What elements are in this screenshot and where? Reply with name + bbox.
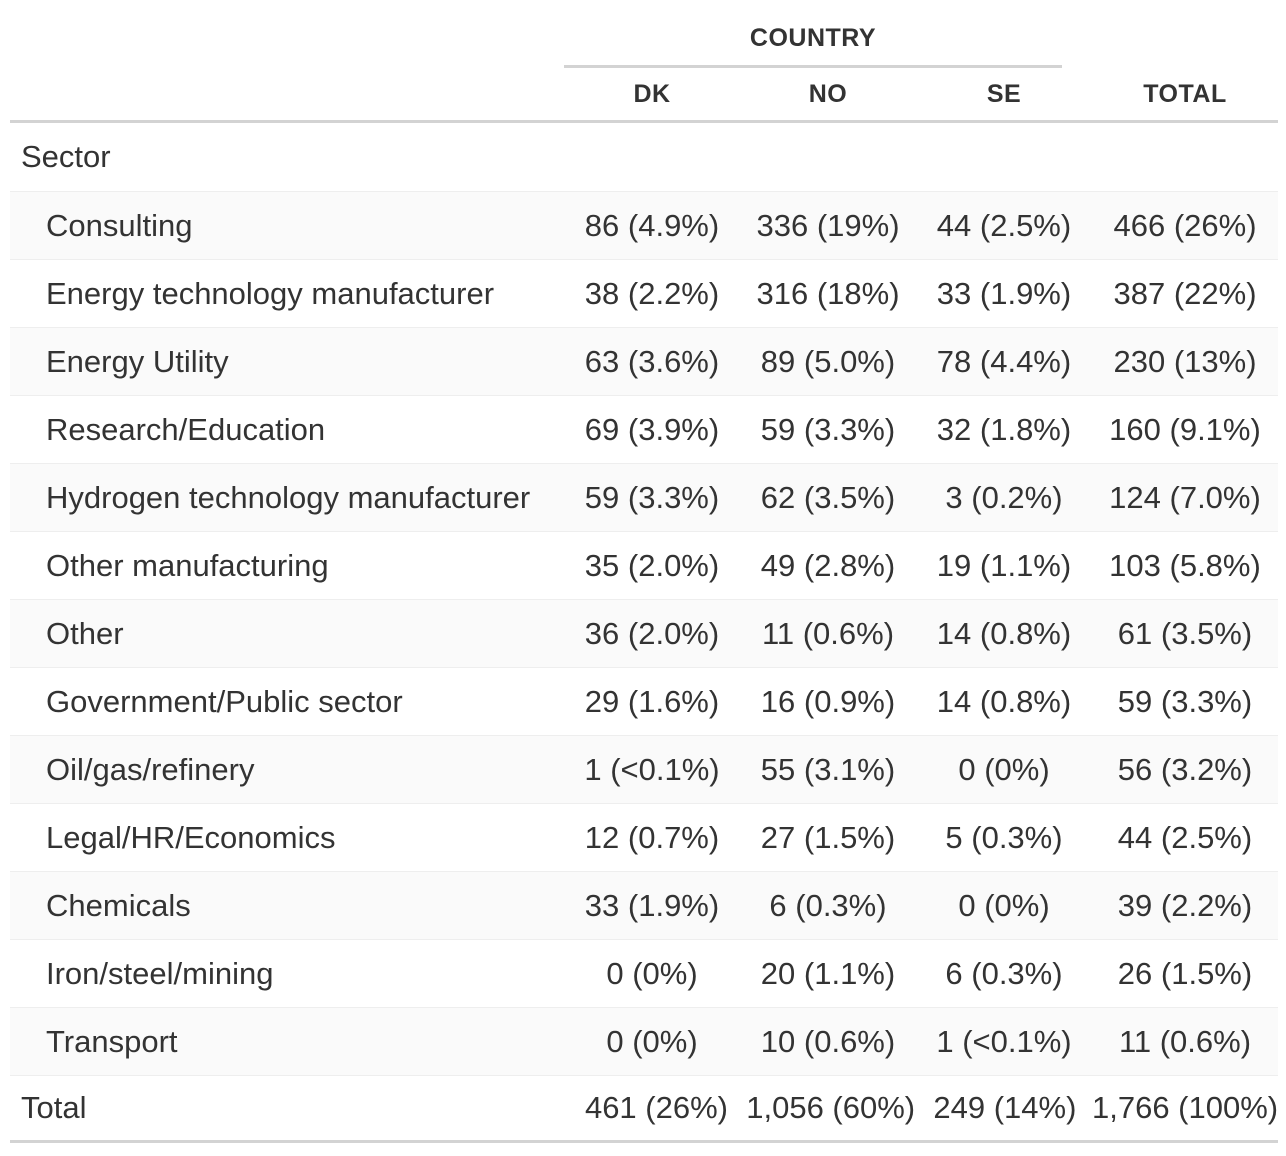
column-header-total: TOTAL — [1143, 80, 1227, 108]
column-header-se: SE — [986, 80, 1022, 108]
cell-total: 44 (2.5%) — [1117, 819, 1253, 855]
cell-dk: 1 (<0.1%) — [584, 751, 720, 787]
row-label: Hydrogen technology manufacturer — [46, 479, 531, 515]
column-header-dk: DK — [633, 80, 671, 108]
group-label: Sector — [21, 139, 111, 174]
cell-no: 27 (1.5%) — [760, 819, 896, 855]
total-no: 1,056 (60%) — [746, 1090, 916, 1125]
cell-total: 39 (2.2%) — [1117, 887, 1253, 923]
cell-total: 103 (5.8%) — [1109, 547, 1261, 583]
cell-total: 11 (0.6%) — [1118, 1023, 1252, 1059]
table-row: Energy technology manufacturer 38 (2.2%) 3… — [10, 259, 1278, 327]
column-header-stub — [10, 66, 564, 120]
table-row: Consulting 86 (4.9%) 336 (19%) 44 (2.5%) 466… — [10, 191, 1278, 259]
table-row: Hydrogen technology manufacturer 59 (3.3%… — [10, 463, 1278, 531]
table-body: Consulting 86 (4.9%) 336 (19%) 44 (2.5%) 466… — [10, 191, 1278, 1075]
cell-se: 14 (0.8%) — [936, 615, 1072, 651]
cell-se: 14 (0.8%) — [936, 683, 1072, 719]
row-label: Oil/gas/refinery — [46, 751, 255, 787]
cell-no: 89 (5.0%) — [760, 343, 896, 379]
cell-se: 78 (4.4%) — [936, 343, 1072, 379]
row-label: Government/Public sector — [46, 683, 403, 719]
cell-dk: 29 (1.6%) — [584, 683, 720, 719]
cell-dk: 63 (3.6%) — [584, 343, 720, 379]
crosstab-table: COUNTRY DK NO SE TOTAL Sector Consulting… — [10, 0, 1278, 1143]
cell-total: 61 (3.5%) — [1117, 615, 1253, 651]
cell-total: 59 (3.3%) — [1117, 683, 1253, 719]
cell-no: 49 (2.8%) — [760, 547, 896, 583]
row-label: Chemicals — [46, 887, 191, 923]
total-row: Total 461 (26%) 1,056 (60%) 249 (14%) 1,… — [10, 1075, 1278, 1143]
cell-dk: 35 (2.0%) — [584, 547, 720, 583]
table-row: Chemicals 33 (1.9%) 6 (0.3%) 0 (0%) 39 (2.2%… — [10, 871, 1278, 939]
row-label: Research/Education — [46, 411, 326, 447]
table-row: Transport 0 (0%) 10 (0.6%) 1 (<0.1%) 11 (0.6… — [10, 1007, 1278, 1075]
cell-total: 160 (9.1%) — [1109, 411, 1261, 447]
cell-se: 3 (0.2%) — [945, 479, 1063, 515]
cell-dk: 86 (4.9%) — [584, 207, 720, 243]
cell-no: 336 (19%) — [756, 207, 900, 243]
cell-total: 26 (1.5%) — [1117, 955, 1253, 991]
table-row: Legal/HR/Economics 12 (0.7%) 27 (1.5%) 5 (0… — [10, 803, 1278, 871]
table-row: Energy Utility 63 (3.6%) 89 (5.0%) 78 (4.4%… — [10, 327, 1278, 395]
row-label: Legal/HR/Economics — [46, 819, 336, 855]
cell-total: 466 (26%) — [1113, 207, 1257, 243]
cell-no: 59 (3.3%) — [760, 411, 896, 447]
cell-no: 62 (3.5%) — [760, 479, 896, 515]
table-row: Iron/steel/mining 0 (0%) 20 (1.1%) 6 (0.3%)… — [10, 939, 1278, 1007]
row-label: Iron/steel/mining — [46, 955, 274, 991]
cell-dk: 36 (2.0%) — [584, 615, 720, 651]
cell-dk: 59 (3.3%) — [584, 479, 720, 515]
table-row: Research/Education 69 (3.9%) 59 (3.3%) 32 (… — [10, 395, 1278, 463]
cell-no: 20 (1.1%) — [760, 955, 896, 991]
total-se: 249 (14%) — [933, 1090, 1077, 1125]
cell-se: 32 (1.8%) — [936, 411, 1072, 447]
cell-no: 16 (0.9%) — [760, 683, 896, 719]
cell-se: 19 (1.1%) — [936, 547, 1072, 583]
cell-dk: 33 (1.9%) — [584, 887, 720, 923]
cell-se: 44 (2.5%) — [936, 207, 1072, 243]
row-label: Other — [46, 615, 124, 651]
cell-total: 124 (7.0%) — [1109, 479, 1261, 515]
cell-dk: 12 (0.7%) — [584, 819, 720, 855]
cell-se: 0 (0%) — [958, 751, 1050, 787]
cell-se: 5 (0.3%) — [945, 819, 1063, 855]
cell-total: 387 (22%) — [1113, 275, 1257, 311]
country-spanner-label: COUNTRY — [749, 24, 877, 52]
spanner-header: COUNTRY — [10, 0, 1278, 68]
row-label: Transport — [46, 1023, 178, 1059]
cell-no: 11 (0.6%) — [761, 615, 895, 651]
cell-no: 55 (3.1%) — [760, 751, 896, 787]
table-row: Oil/gas/refinery 1 (<0.1%) 55 (3.1%) 0 (0%)… — [10, 735, 1278, 803]
table-row: Other 36 (2.0%) 11 (0.6%) 14 (0.8%) 61 (3.5%… — [10, 599, 1278, 667]
cell-no: 316 (18%) — [756, 275, 900, 311]
total-label: Total — [21, 1090, 87, 1125]
row-label: Energy technology manufacturer — [46, 275, 495, 311]
cell-dk: 38 (2.2%) — [584, 275, 720, 311]
cell-dk: 69 (3.9%) — [584, 411, 720, 447]
cell-dk: 0 (0%) — [606, 955, 698, 991]
total-total: 1,766 (100%) — [1091, 1090, 1279, 1125]
cell-no: 6 (0.3%) — [769, 887, 887, 923]
table-row: Other manufacturing 35 (2.0%) 49 (2.8%) 19 … — [10, 531, 1278, 599]
group-row-sector: Sector — [10, 123, 1278, 191]
cell-se: 33 (1.9%) — [936, 275, 1072, 311]
column-header-row: DK NO SE TOTAL — [10, 66, 1278, 123]
cell-dk: 0 (0%) — [606, 1023, 698, 1059]
table-row: Government/Public sector 29 (1.6%) 16 (0.9… — [10, 667, 1278, 735]
cell-se: 1 (<0.1%) — [936, 1023, 1072, 1059]
cell-se: 6 (0.3%) — [945, 955, 1063, 991]
row-label: Other manufacturing — [46, 547, 329, 583]
column-header-no: NO — [808, 80, 848, 108]
row-label: Consulting — [46, 207, 193, 243]
cell-no: 10 (0.6%) — [760, 1023, 896, 1059]
row-label: Energy Utility — [46, 343, 229, 379]
spanner-divider — [564, 65, 1062, 68]
cell-total: 230 (13%) — [1113, 343, 1257, 379]
cell-se: 0 (0%) — [958, 887, 1050, 923]
cell-total: 56 (3.2%) — [1117, 751, 1253, 787]
total-dk: 461 (26%) — [584, 1090, 728, 1125]
